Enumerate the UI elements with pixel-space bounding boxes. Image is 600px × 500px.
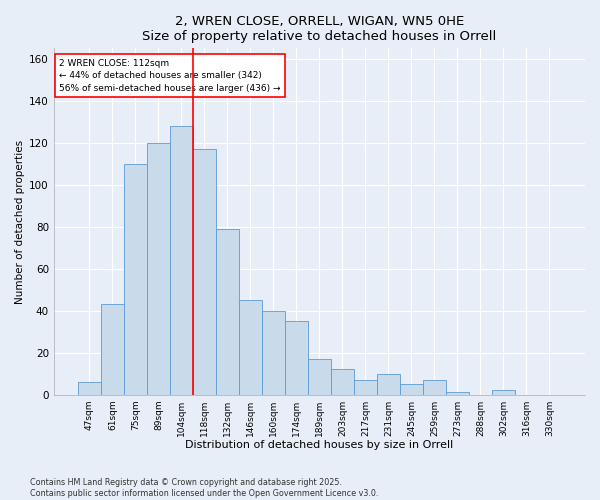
Bar	[216, 229, 239, 394]
Text: Contains HM Land Registry data © Crown copyright and database right 2025.
Contai: Contains HM Land Registry data © Crown c…	[30, 478, 379, 498]
X-axis label: Distribution of detached houses by size in Orrell: Distribution of detached houses by size …	[185, 440, 454, 450]
Bar	[331, 370, 354, 394]
Bar	[354, 380, 377, 394]
Bar	[101, 304, 124, 394]
Bar	[78, 382, 101, 394]
Text: 2 WREN CLOSE: 112sqm
← 44% of detached houses are smaller (342)
56% of semi-deta: 2 WREN CLOSE: 112sqm ← 44% of detached h…	[59, 58, 281, 92]
Bar	[239, 300, 262, 394]
Bar	[400, 384, 423, 394]
Bar	[492, 390, 515, 394]
Bar	[147, 143, 170, 395]
Bar	[423, 380, 446, 394]
Y-axis label: Number of detached properties: Number of detached properties	[15, 140, 25, 304]
Title: 2, WREN CLOSE, ORRELL, WIGAN, WN5 0HE
Size of property relative to detached hous: 2, WREN CLOSE, ORRELL, WIGAN, WN5 0HE Si…	[142, 15, 497, 43]
Bar	[193, 149, 216, 394]
Bar	[308, 359, 331, 394]
Bar	[170, 126, 193, 394]
Bar	[285, 321, 308, 394]
Bar	[262, 310, 285, 394]
Bar	[124, 164, 147, 394]
Bar	[446, 392, 469, 394]
Bar	[377, 374, 400, 394]
